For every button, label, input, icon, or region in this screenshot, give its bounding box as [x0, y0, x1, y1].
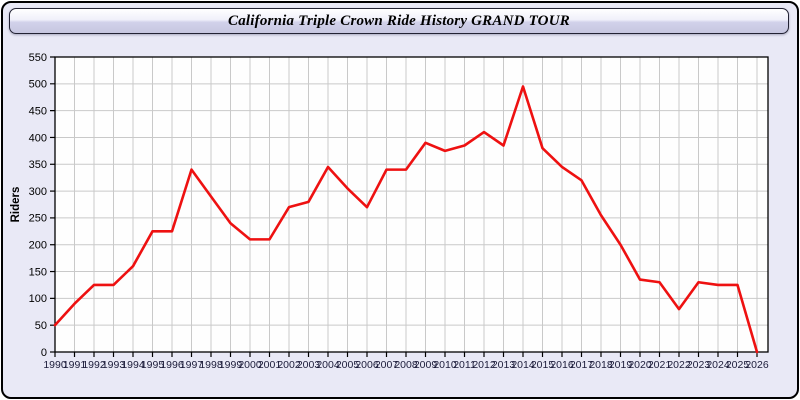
x-tick-label: 1993 [102, 359, 126, 371]
x-tick-label: 2024 [706, 359, 730, 371]
x-tick-label: 2019 [609, 359, 633, 371]
x-tick-label: 2022 [667, 359, 691, 371]
x-tick-label: 2008 [394, 359, 418, 371]
x-tick-label: 2006 [355, 359, 379, 371]
x-tick-label: 1998 [199, 359, 223, 371]
x-tick-label: 2002 [277, 359, 301, 371]
y-tick-label: 400 [29, 132, 47, 144]
x-tick-label: 2004 [316, 359, 340, 371]
x-tick-label: 2016 [550, 359, 574, 371]
y-tick-label: 300 [29, 186, 47, 198]
x-tick-label: 1990 [43, 359, 67, 371]
y-tick-label: 150 [29, 266, 47, 278]
riders-line [53, 85, 759, 354]
x-tick-label: 1994 [121, 359, 145, 371]
y-tick-label: 450 [29, 105, 47, 117]
x-tick-label: 2018 [589, 359, 613, 371]
x-tick-label: 2025 [726, 359, 750, 371]
x-tick-label: 2012 [472, 359, 496, 371]
y-tick-label: 350 [29, 159, 47, 171]
x-tick-label: 1991 [63, 359, 87, 371]
x-tick-label: 2021 [648, 359, 672, 371]
x-tick-label: 1997 [180, 359, 204, 371]
x-tick-label: 2003 [297, 359, 321, 371]
x-tick-label: 2011 [453, 359, 476, 371]
y-axis-title: Riders [10, 187, 22, 223]
x-tick-label: 2010 [433, 359, 457, 371]
x-tick-label: 2005 [336, 359, 360, 371]
y-tick-label: 100 [29, 293, 47, 305]
y-tick-label: 200 [29, 240, 47, 252]
chart-title: California Triple Crown Ride History GRA… [228, 12, 570, 29]
y-tick-label: 500 [29, 79, 47, 91]
x-tick-label: 2017 [570, 359, 594, 371]
x-tick-label: 2007 [375, 359, 399, 371]
x-tick-label: 2026 [745, 359, 769, 371]
x-tick-label: 2009 [414, 359, 438, 371]
chart-title-bar: California Triple Crown Ride History GRA… [9, 8, 789, 34]
x-tick-label: 1992 [82, 359, 106, 371]
x-tick-label: 1995 [141, 359, 165, 371]
y-tick-label: 0 [41, 347, 47, 359]
x-tick-label: 2001 [258, 359, 282, 371]
y-tick-label: 250 [29, 213, 47, 225]
chart-panel: 0 50 100 150 200 250 300 350 400 450 500 550 1990 199… [3, 3, 793, 393]
x-tick-label: 2015 [531, 359, 555, 371]
y-tick-label: 550 [29, 52, 47, 64]
x-tick-label: 2014 [511, 359, 535, 371]
plot-border [54, 56, 769, 353]
x-tick-label: 2000 [238, 359, 262, 371]
y-tick-label: 50 [35, 320, 47, 332]
riders-line-chart: 0501001502002503003504004505005501990199… [10, 52, 769, 371]
x-tick-label: 1996 [160, 359, 184, 371]
x-tick-label: 1999 [219, 359, 243, 371]
x-tick-label: 2023 [687, 359, 711, 371]
x-tick-label: 2013 [492, 359, 516, 371]
x-tick-label: 2020 [628, 359, 652, 371]
plot-area [55, 57, 768, 352]
